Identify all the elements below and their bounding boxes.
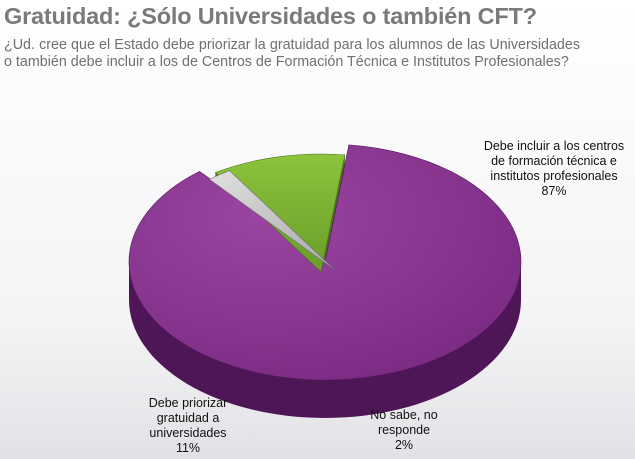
- slice-label-priorizar-universidades: Debe priorizar gratuidad a universidades…: [128, 396, 248, 456]
- pie-slice-priorizar-universidades: [214, 153, 346, 273]
- slice-label-incluir-cft: Debe incluir a los centros de formación …: [474, 139, 634, 199]
- pie-side-incluir-cft: [129, 262, 521, 418]
- slice-value-priorizar-universidades: 11%: [175, 441, 201, 455]
- slice-value-incluir-cft: 87%: [541, 184, 567, 198]
- page-title: Gratuidad: ¿Sólo Universidades o también…: [4, 3, 537, 29]
- slice-value-no-sabe: 2%: [394, 438, 414, 452]
- pie-slice-no-sabe: [208, 170, 336, 271]
- survey-question: ¿Ud. cree que el Estado debe priorizar l…: [4, 37, 580, 70]
- slice-label-no-sabe: No sabe, no responde 2%: [348, 408, 460, 453]
